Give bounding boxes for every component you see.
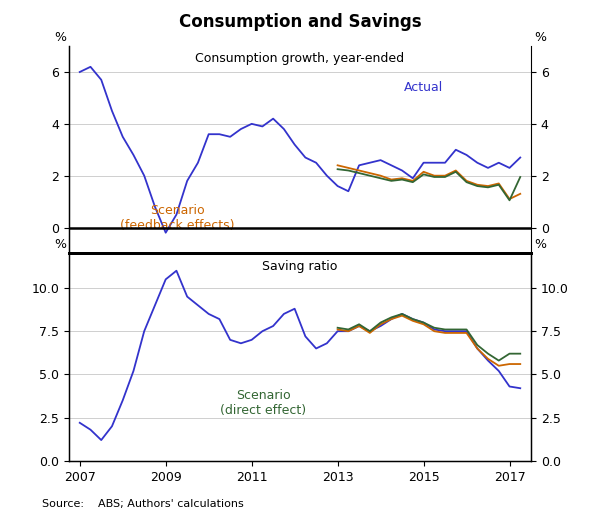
Text: Consumption growth, year-ended: Consumption growth, year-ended [196,52,404,66]
Text: Saving ratio: Saving ratio [262,260,338,273]
Text: %: % [534,239,546,251]
Text: Source:    ABS; Authors' calculations: Source: ABS; Authors' calculations [42,499,244,509]
Text: %: % [534,31,546,44]
Text: %: % [54,31,66,44]
Text: Actual: Actual [404,81,443,94]
Text: Consumption and Savings: Consumption and Savings [179,13,421,31]
Text: Scenario
(feedback effects): Scenario (feedback effects) [121,204,235,232]
Text: Scenario
(direct effect): Scenario (direct effect) [220,389,306,417]
Text: %: % [54,239,66,251]
